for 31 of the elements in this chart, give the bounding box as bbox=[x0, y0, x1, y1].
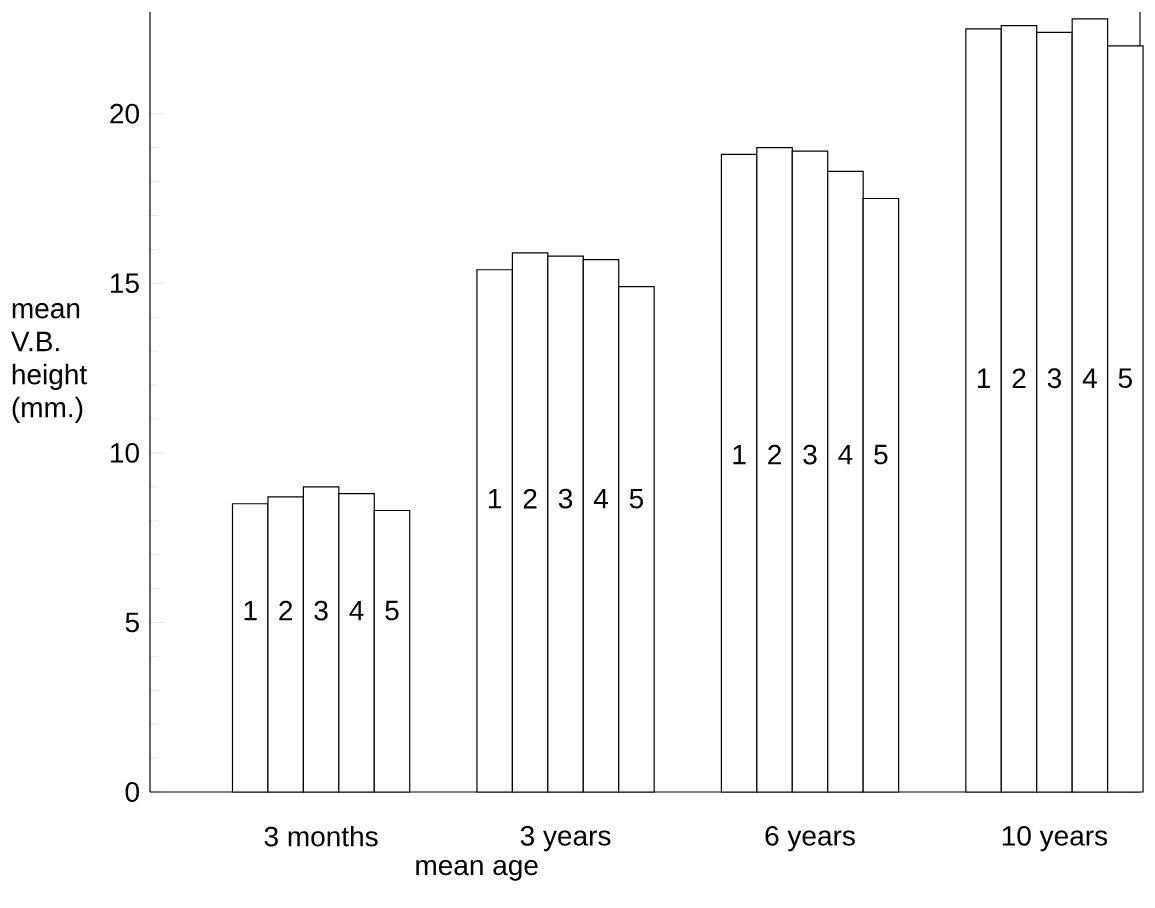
y-tick-label: 10 bbox=[111, 442, 139, 463]
text: 1 bbox=[733, 444, 746, 465]
x-tick-label: 3 years bbox=[520, 825, 611, 852]
text: 5 bbox=[385, 600, 399, 621]
text: 2 bbox=[768, 444, 781, 465]
series-label: 1 bbox=[489, 489, 502, 509]
series-label: 5 bbox=[629, 488, 644, 509]
text: 3 bbox=[558, 488, 573, 509]
text: 4 bbox=[1082, 368, 1097, 388]
x-tick-label: 3 months bbox=[264, 825, 378, 847]
text: 2 bbox=[523, 488, 537, 509]
text: 5 bbox=[1118, 368, 1132, 389]
text: 5 bbox=[874, 444, 888, 465]
x-axis-title: mean age bbox=[416, 859, 538, 881]
y-tick-label: 20 bbox=[110, 103, 139, 124]
y-tick-label: 15 bbox=[111, 273, 139, 294]
text: 2 bbox=[279, 600, 293, 621]
y-tick-label: 0 bbox=[125, 782, 139, 802]
x-tick-label: 6 years bbox=[765, 825, 855, 852]
y-axis-title: mean V.B. height (mm.) bbox=[11, 303, 87, 423]
text: 3 bbox=[1047, 368, 1062, 389]
series-label: 4 bbox=[349, 600, 364, 621]
text: 3 bbox=[803, 444, 817, 465]
text: 1 bbox=[977, 368, 990, 388]
y-tick-label: 5 bbox=[125, 612, 139, 633]
x-tick-label: 10 years bbox=[1002, 825, 1108, 852]
text: 4 bbox=[593, 489, 608, 509]
series-label: 2 bbox=[1012, 368, 1026, 389]
text: 4 bbox=[838, 444, 853, 465]
series-label: 3 bbox=[314, 600, 328, 621]
text: 1 bbox=[244, 600, 257, 621]
